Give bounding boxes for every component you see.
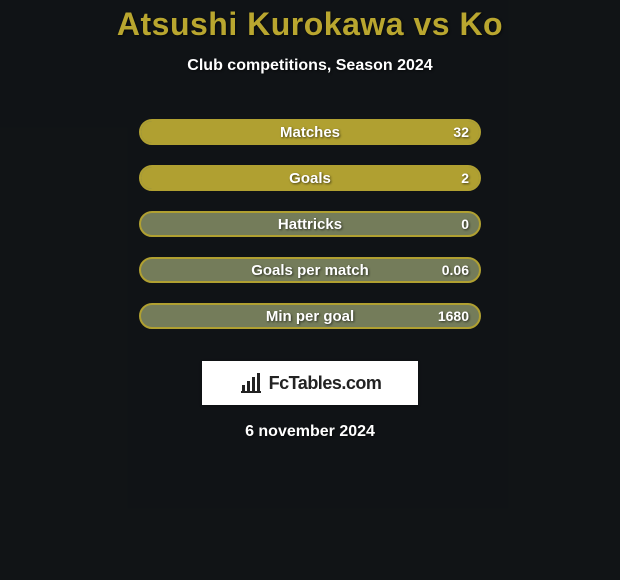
stat-row: Goals2 [139, 165, 481, 191]
stat-value: 1680 [438, 305, 469, 327]
stat-value: 0.06 [442, 259, 469, 281]
stat-bar-fill [141, 121, 479, 143]
subtitle: Club competitions, Season 2024 [187, 57, 432, 75]
content-wrap: Atsushi Kurokawa vs Ko Club competitions… [0, 0, 620, 441]
stat-bar-fill [141, 167, 479, 189]
stat-label: Goals per match [141, 259, 479, 281]
stat-value: 0 [461, 213, 469, 235]
stat-row: Hattricks0 [139, 211, 481, 237]
stat-bar: Goals per match0.06 [139, 257, 481, 283]
date-label: 6 november 2024 [245, 423, 375, 441]
stat-bar: Goals2 [139, 165, 481, 191]
stats-container: Matches32 Goals2 Hattricks0 Goals per match… [139, 119, 481, 349]
stat-row: Goals per match0.06 [139, 257, 481, 283]
stat-label: Hattricks [141, 213, 479, 235]
brand-logo[interactable]: FcTables.com [202, 361, 418, 405]
page-title: Atsushi Kurokawa vs Ko [117, 6, 503, 43]
bar-chart-icon [239, 372, 263, 394]
stat-bar: Hattricks0 [139, 211, 481, 237]
stat-row: Min per goal1680 [139, 303, 481, 329]
stat-label: Min per goal [141, 305, 479, 327]
stat-bar: Min per goal1680 [139, 303, 481, 329]
stat-bar: Matches32 [139, 119, 481, 145]
stat-row: Matches32 [139, 119, 481, 145]
brand-text: FcTables.com [269, 373, 382, 394]
